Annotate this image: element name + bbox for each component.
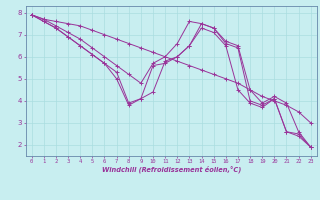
- X-axis label: Windchill (Refroidissement éolien,°C): Windchill (Refroidissement éolien,°C): [101, 166, 241, 173]
